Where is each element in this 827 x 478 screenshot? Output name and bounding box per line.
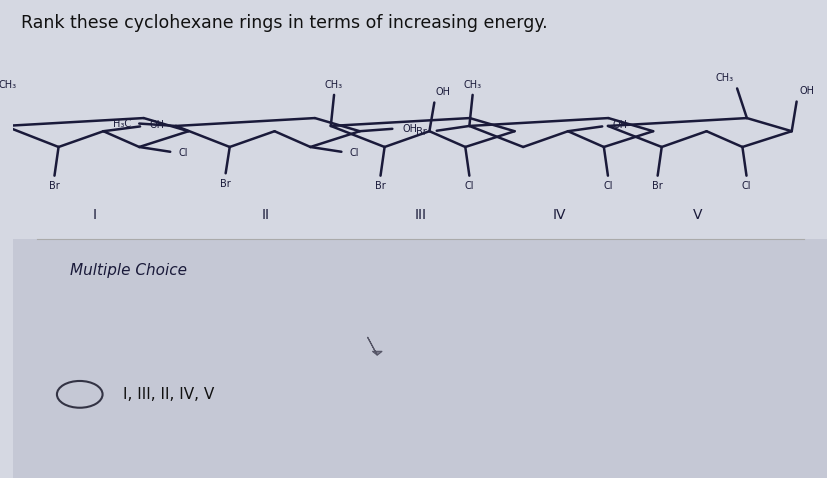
Text: CH₃: CH₃ bbox=[325, 80, 342, 90]
Text: I, III, II, IV, V: I, III, II, IV, V bbox=[122, 387, 214, 402]
Text: OH: OH bbox=[150, 120, 165, 130]
Text: Cl: Cl bbox=[464, 181, 474, 191]
Text: Cl: Cl bbox=[602, 181, 612, 191]
Text: Rank these cyclohexane rings in terms of increasing energy.: Rank these cyclohexane rings in terms of… bbox=[21, 14, 547, 33]
Text: Br: Br bbox=[416, 127, 427, 137]
Text: OH: OH bbox=[436, 87, 451, 97]
PathPatch shape bbox=[367, 337, 382, 355]
Text: CH₃: CH₃ bbox=[715, 73, 733, 83]
Text: OH: OH bbox=[611, 120, 626, 130]
Text: Br: Br bbox=[220, 180, 231, 189]
Text: Cl: Cl bbox=[741, 181, 750, 191]
Text: Multiple Choice: Multiple Choice bbox=[70, 262, 187, 278]
Text: V: V bbox=[692, 208, 701, 222]
Text: III: III bbox=[414, 208, 426, 222]
Text: H₃C: H₃C bbox=[112, 119, 131, 129]
Text: Br: Br bbox=[375, 181, 385, 191]
Text: IV: IV bbox=[552, 208, 565, 222]
Text: II: II bbox=[261, 208, 270, 222]
Text: Cl: Cl bbox=[349, 148, 359, 158]
Text: CH₃: CH₃ bbox=[0, 80, 17, 90]
Text: I: I bbox=[93, 208, 96, 222]
Text: Br: Br bbox=[652, 181, 662, 191]
Text: CH₃: CH₃ bbox=[463, 80, 481, 90]
FancyBboxPatch shape bbox=[13, 239, 827, 478]
Text: OH: OH bbox=[799, 87, 814, 97]
Text: Cl: Cl bbox=[178, 148, 188, 158]
Text: Br: Br bbox=[49, 181, 60, 191]
Text: OH: OH bbox=[402, 124, 417, 134]
